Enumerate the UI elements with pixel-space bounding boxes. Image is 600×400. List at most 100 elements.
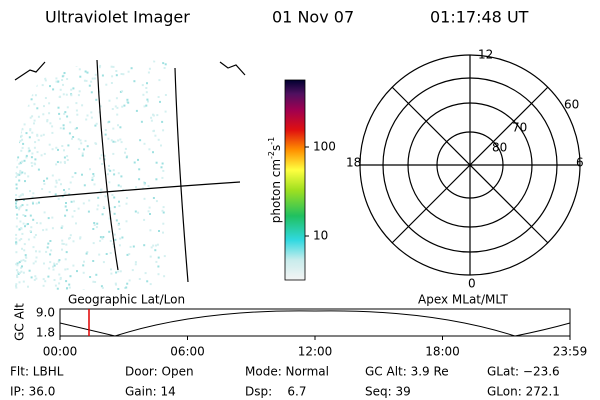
pixel bbox=[117, 222, 120, 225]
pixel bbox=[51, 216, 54, 219]
pixel bbox=[68, 283, 71, 286]
pixel bbox=[61, 239, 64, 242]
pixel bbox=[96, 222, 99, 225]
pixel bbox=[15, 183, 18, 186]
pixel bbox=[48, 61, 50, 64]
pixel bbox=[65, 243, 68, 246]
lat-label: 60 bbox=[564, 98, 579, 112]
pixel bbox=[89, 168, 91, 171]
pixel bbox=[17, 64, 20, 67]
pixel bbox=[47, 217, 50, 220]
pixel bbox=[30, 276, 33, 279]
timeline-xticks: 00:00 06:00 12:00 18:00 23:59 bbox=[43, 336, 588, 359]
pixel bbox=[163, 255, 166, 258]
pixel bbox=[119, 126, 122, 129]
pixel bbox=[134, 263, 137, 266]
pixel bbox=[15, 241, 18, 244]
pixel bbox=[60, 183, 62, 186]
pixel bbox=[32, 246, 35, 249]
pixel bbox=[53, 262, 56, 265]
pixel bbox=[123, 104, 126, 107]
pixel bbox=[62, 83, 64, 86]
pixel bbox=[132, 245, 135, 248]
pixel bbox=[83, 148, 85, 151]
pixel bbox=[155, 260, 158, 263]
pixel bbox=[92, 280, 95, 283]
pixel bbox=[51, 148, 54, 151]
pixel bbox=[138, 178, 141, 181]
pixel bbox=[52, 265, 54, 268]
pixel bbox=[121, 236, 124, 239]
pixel bbox=[133, 161, 136, 164]
pixel bbox=[27, 175, 30, 178]
pixel bbox=[115, 283, 117, 286]
pixel bbox=[24, 260, 27, 263]
pixel bbox=[21, 265, 23, 268]
pixel bbox=[24, 225, 26, 228]
pixel bbox=[111, 75, 114, 78]
pixel bbox=[21, 193, 24, 196]
pixel bbox=[17, 61, 20, 64]
pixel bbox=[55, 146, 58, 149]
pixel bbox=[100, 285, 103, 288]
pixel bbox=[99, 239, 102, 242]
pixel bbox=[68, 132, 71, 135]
pixel bbox=[44, 280, 47, 283]
pixel bbox=[55, 179, 58, 182]
pixel bbox=[22, 63, 25, 66]
colorbar-tick-label: 10 bbox=[313, 229, 328, 243]
pixel bbox=[24, 79, 27, 82]
pixel bbox=[18, 173, 21, 176]
pixel bbox=[155, 200, 158, 203]
pixel bbox=[103, 154, 106, 157]
info-panel: Flt: LBHL Door: Open Mode: Normal GC Alt: 3… bbox=[10, 365, 560, 399]
pixel bbox=[90, 91, 93, 94]
pixel bbox=[135, 109, 138, 112]
pixel bbox=[48, 191, 51, 193]
pixel bbox=[110, 82, 113, 84]
pixel bbox=[84, 139, 87, 142]
pixel bbox=[45, 228, 48, 231]
pixel bbox=[57, 106, 60, 109]
pixel bbox=[21, 232, 24, 235]
pixel bbox=[43, 262, 45, 265]
pixel bbox=[107, 121, 110, 124]
timeline-xtick: 23:59 bbox=[553, 345, 588, 359]
pixel bbox=[15, 119, 18, 122]
pixel bbox=[20, 238, 23, 240]
pixel bbox=[108, 230, 111, 233]
pixel bbox=[17, 273, 20, 275]
pixel bbox=[74, 127, 77, 130]
pixel bbox=[64, 161, 66, 164]
pixel bbox=[15, 283, 18, 286]
pixel bbox=[30, 156, 33, 159]
timeline-xtick: 12:00 bbox=[298, 345, 333, 359]
pixel bbox=[23, 159, 26, 162]
pixel bbox=[30, 88, 33, 91]
pixel bbox=[15, 138, 18, 141]
pixel bbox=[94, 124, 97, 127]
pixel bbox=[108, 164, 110, 167]
pixel bbox=[116, 113, 119, 116]
pixel bbox=[37, 168, 40, 171]
pixel bbox=[76, 270, 78, 273]
pixel bbox=[85, 79, 88, 82]
pixel bbox=[119, 138, 122, 141]
pixel bbox=[54, 284, 57, 287]
pixel bbox=[34, 141, 37, 144]
pixel bbox=[160, 144, 162, 147]
pixel bbox=[79, 237, 82, 240]
pixel bbox=[41, 188, 44, 190]
pixel bbox=[47, 242, 50, 245]
pixel bbox=[28, 136, 31, 139]
pixel bbox=[147, 71, 150, 74]
pixel bbox=[28, 149, 31, 152]
pixel bbox=[70, 94, 73, 97]
pixel bbox=[110, 268, 112, 271]
pixel bbox=[16, 264, 19, 267]
pixel bbox=[49, 261, 52, 264]
pixel bbox=[20, 118, 22, 121]
geo-grid bbox=[14, 59, 246, 283]
pixel bbox=[156, 243, 159, 246]
